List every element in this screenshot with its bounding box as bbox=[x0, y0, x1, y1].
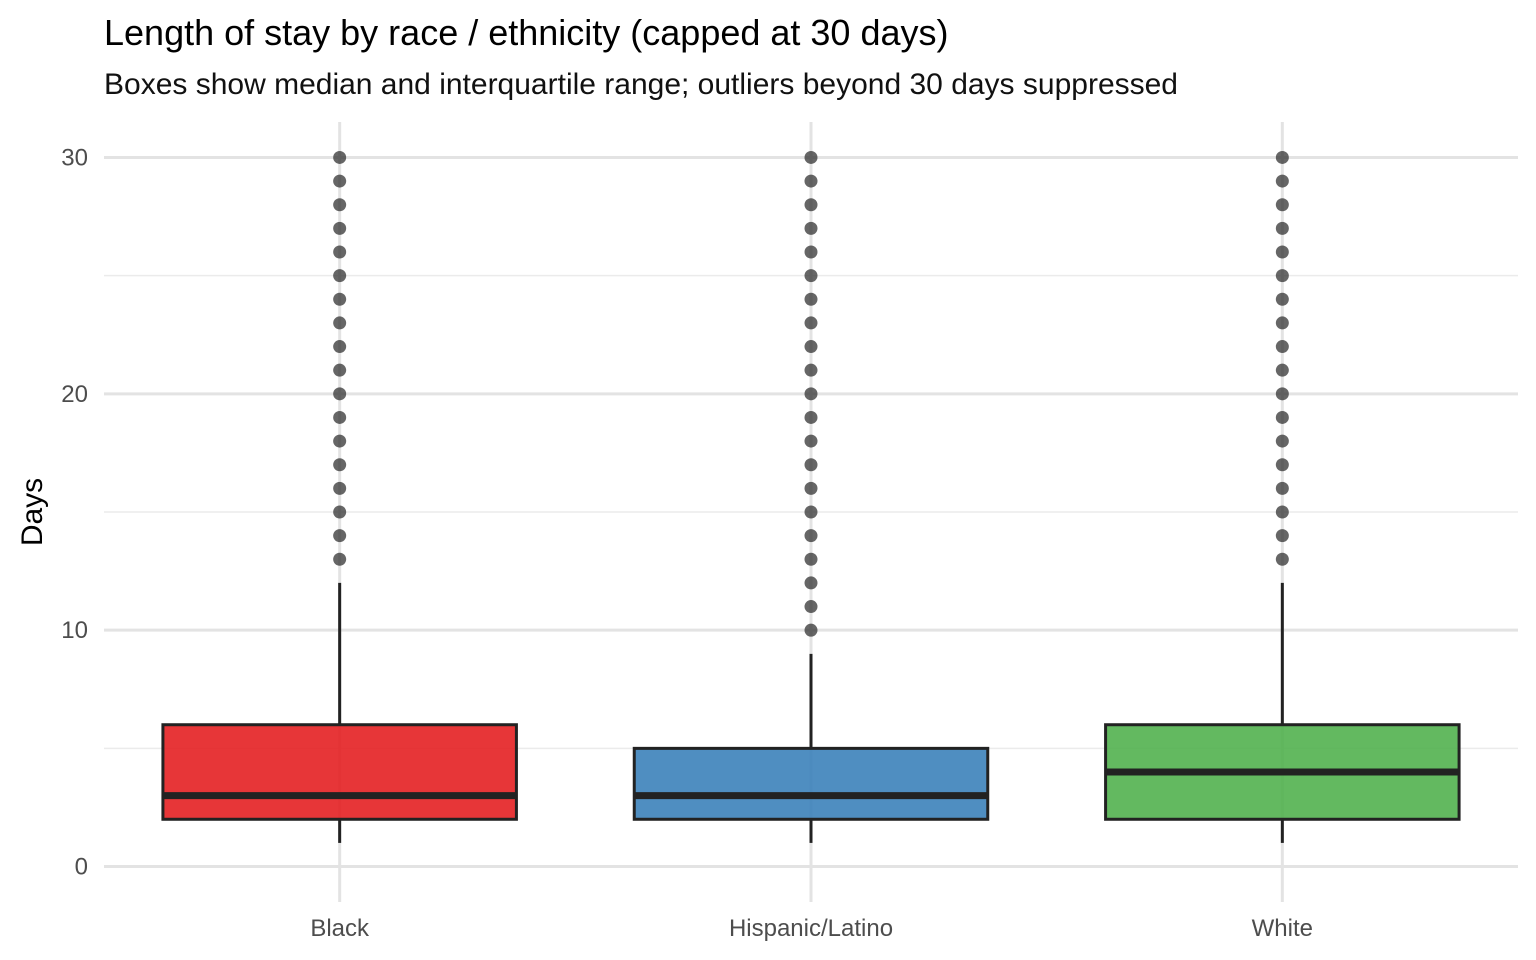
outlier-point bbox=[1275, 150, 1289, 164]
outlier-point bbox=[1275, 481, 1289, 495]
y-tick-label: 0 bbox=[75, 854, 88, 881]
outlier-point bbox=[333, 174, 347, 188]
outlier-point bbox=[804, 269, 818, 283]
outlier-point bbox=[804, 221, 818, 235]
outlier-point bbox=[804, 410, 818, 424]
outlier-point bbox=[333, 505, 347, 519]
outlier-point bbox=[804, 529, 818, 543]
outlier-point bbox=[333, 269, 347, 283]
outlier-point bbox=[804, 623, 818, 637]
outlier-point bbox=[1275, 245, 1289, 259]
outlier-point bbox=[333, 292, 347, 306]
outlier-point bbox=[333, 458, 347, 472]
chart-subtitle: Boxes show median and interquartile rang… bbox=[104, 68, 1178, 101]
outlier-point bbox=[804, 552, 818, 566]
y-tick-label: 10 bbox=[61, 617, 88, 644]
outlier-point bbox=[1275, 529, 1289, 543]
outlier-point bbox=[804, 434, 818, 448]
outlier-point bbox=[333, 552, 347, 566]
outlier-point bbox=[333, 434, 347, 448]
whiskers bbox=[338, 582, 1284, 843]
outlier-point bbox=[333, 150, 347, 164]
box-iqr bbox=[161, 723, 518, 821]
x-axis-ticks: Black Hispanic/Latino White bbox=[310, 915, 1313, 942]
outlier-point bbox=[804, 600, 818, 614]
outlier-point bbox=[804, 292, 818, 306]
outlier-point bbox=[804, 363, 818, 377]
outlier-point bbox=[1275, 316, 1289, 330]
outlier-point bbox=[333, 340, 347, 354]
outlier-point bbox=[804, 340, 818, 354]
outlier-point bbox=[1275, 221, 1289, 235]
outlier-point bbox=[804, 576, 818, 590]
outlier-point bbox=[1275, 387, 1289, 401]
y-tick-label: 20 bbox=[61, 381, 88, 408]
outlier-point bbox=[804, 174, 818, 188]
outlier-point bbox=[804, 481, 818, 495]
x-tick-label: Hispanic/Latino bbox=[729, 915, 893, 942]
outlier-point bbox=[1275, 410, 1289, 424]
outlier-point bbox=[1275, 269, 1289, 283]
outlier-point bbox=[333, 245, 347, 259]
outlier-point bbox=[804, 316, 818, 330]
outlier-points bbox=[333, 150, 1289, 637]
outlier-point bbox=[333, 363, 347, 377]
outlier-point bbox=[1275, 434, 1289, 448]
outlier-point bbox=[333, 481, 347, 495]
outlier-point bbox=[804, 150, 818, 164]
outlier-point bbox=[1275, 198, 1289, 212]
outlier-point bbox=[1275, 363, 1289, 377]
y-tick-label: 30 bbox=[61, 144, 88, 171]
boxes bbox=[161, 723, 1461, 821]
outlier-point bbox=[333, 198, 347, 212]
outlier-point bbox=[333, 387, 347, 401]
outlier-point bbox=[1275, 174, 1289, 188]
outlier-point bbox=[333, 316, 347, 330]
outlier-point bbox=[1275, 505, 1289, 519]
outlier-point bbox=[804, 387, 818, 401]
outlier-point bbox=[1275, 458, 1289, 472]
outlier-point bbox=[804, 198, 818, 212]
outlier-point bbox=[804, 245, 818, 259]
outlier-point bbox=[333, 529, 347, 543]
outlier-point bbox=[1275, 552, 1289, 566]
box-iqr bbox=[632, 746, 990, 821]
x-tick-label: White bbox=[1252, 915, 1313, 942]
outlier-point bbox=[333, 410, 347, 424]
outlier-point bbox=[804, 458, 818, 472]
outlier-point bbox=[1275, 292, 1289, 306]
outlier-point bbox=[804, 505, 818, 519]
outlier-point bbox=[333, 221, 347, 235]
chart-title: Length of stay by race / ethnicity (capp… bbox=[104, 12, 949, 53]
outlier-point bbox=[1275, 340, 1289, 354]
y-axis-title: Days bbox=[16, 478, 49, 546]
y-axis-ticks: 0 10 20 30 bbox=[61, 144, 88, 880]
x-tick-label: Black bbox=[310, 915, 370, 942]
